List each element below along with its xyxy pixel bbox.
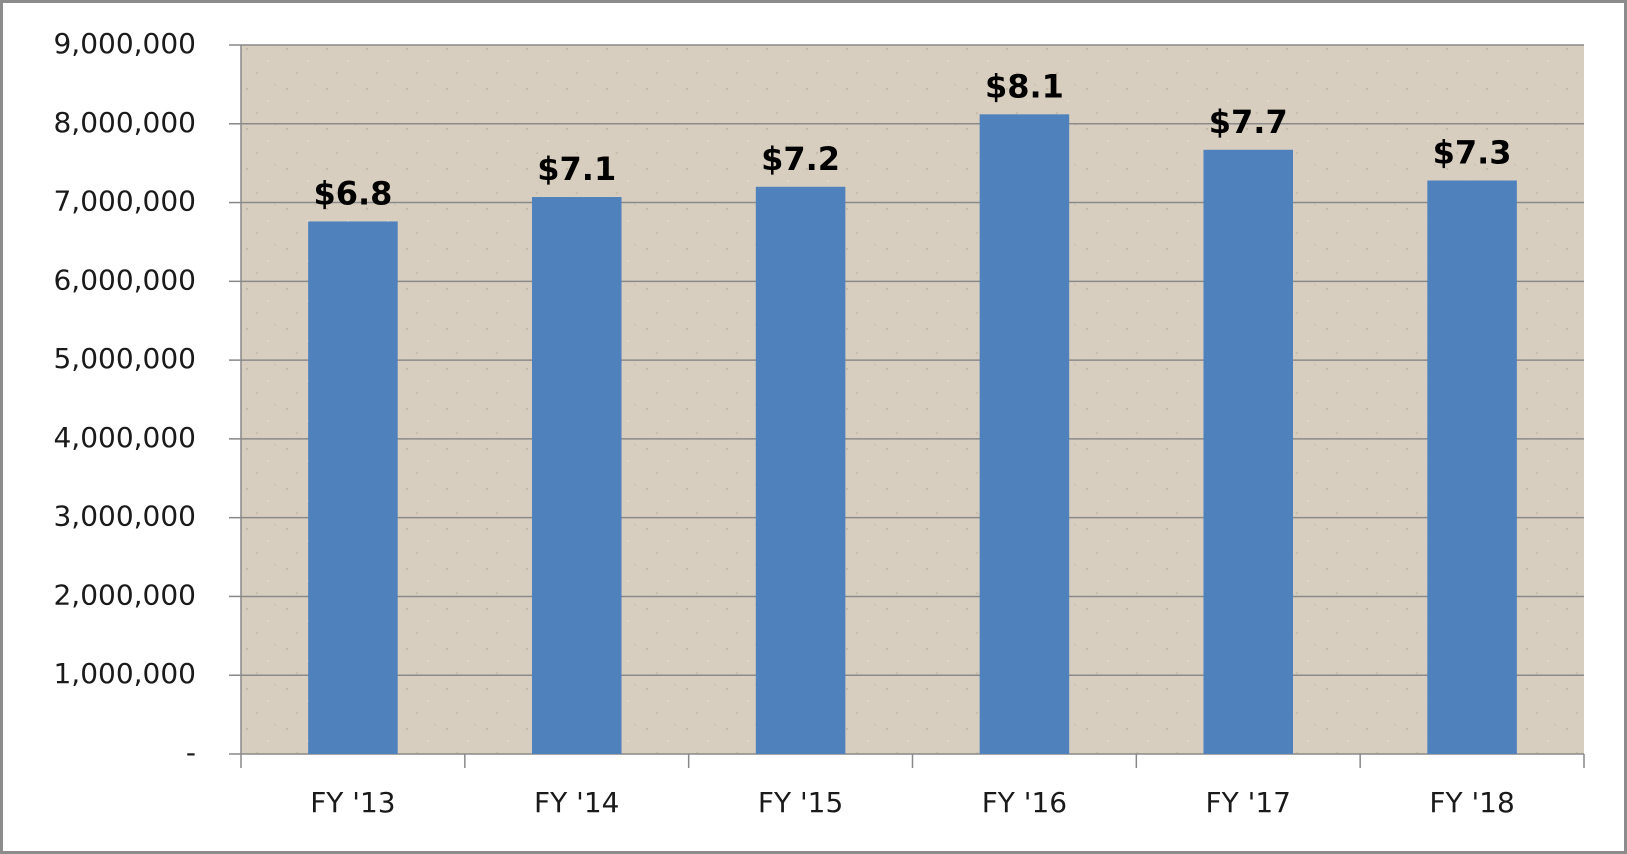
y-tick-label: 2,000,000 [53, 578, 196, 611]
bar [979, 114, 1070, 754]
data-label: $7.3 [1433, 133, 1512, 171]
data-label: $7.2 [761, 140, 840, 178]
data-label: $6.8 [313, 174, 392, 212]
bar [308, 221, 398, 754]
bar [1427, 180, 1517, 754]
data-label: $8.1 [985, 67, 1064, 105]
x-tick-label: FY '16 [982, 786, 1067, 819]
y-tick-label: 5,000,000 [53, 342, 196, 375]
y-tick-label: 4,000,000 [53, 421, 196, 454]
bar [531, 197, 622, 754]
y-tick-label: 3,000,000 [53, 500, 196, 533]
y-tick-label: 8,000,000 [53, 106, 196, 139]
y-tick-label: 9,000,000 [53, 27, 196, 60]
data-label: $7.7 [1209, 103, 1288, 141]
x-tick-label: FY '17 [1206, 786, 1291, 819]
y-tick-label: 1,000,000 [53, 657, 196, 690]
data-label: $7.1 [537, 150, 616, 188]
x-tick-label: FY '18 [1429, 786, 1514, 819]
y-tick-label: 6,000,000 [53, 263, 196, 296]
plot-area [241, 45, 1584, 754]
x-tick-label: FY '15 [758, 786, 843, 819]
x-tick-label: FY '13 [310, 786, 395, 819]
x-tick-label: FY '14 [534, 786, 619, 819]
bar [755, 186, 846, 755]
bar [1203, 149, 1294, 755]
y-tick-label: 7,000,000 [53, 185, 196, 218]
y-tick-label: - [186, 736, 196, 769]
